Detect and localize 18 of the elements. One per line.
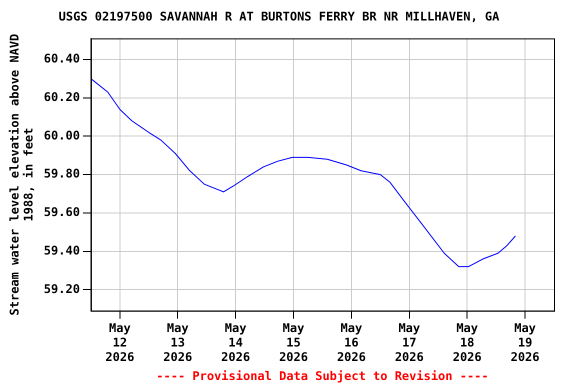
y-tick-label: 59.20 xyxy=(44,282,80,296)
x-tick-label: May 19 2026 xyxy=(510,321,540,364)
y-tick-label: 60.20 xyxy=(44,90,80,104)
x-tick-label: May 18 2026 xyxy=(452,321,482,364)
text: ---- Provisional Data Subject to Revision ---- xyxy=(156,369,489,383)
x-tick-label: May 17 2026 xyxy=(394,321,424,364)
x-tick-label: May 16 2026 xyxy=(336,321,366,364)
y-tick-label: 59.80 xyxy=(44,166,80,181)
chart-title: USGS 02197500 SAVANNAH R AT BURTONS FERRY BR NR MILLHAVEN, GA xyxy=(58,9,500,24)
x-tick-label: May 13 2026 xyxy=(163,321,192,364)
y-tick-label: 60.00 xyxy=(44,128,80,142)
y-tick-label: 60.40 xyxy=(44,52,80,66)
x-tick-label: May 15 2026 xyxy=(279,321,308,364)
y-tick-label: 59.60 xyxy=(44,205,80,220)
x-tick-label: May 12 2026 xyxy=(105,321,134,364)
x-tick-label: May 14 2026 xyxy=(221,321,250,364)
y-tick-label: 59.40 xyxy=(44,243,80,258)
y-axis-title: Stream water level elevation above NAVD 1988, in feet xyxy=(7,34,36,316)
